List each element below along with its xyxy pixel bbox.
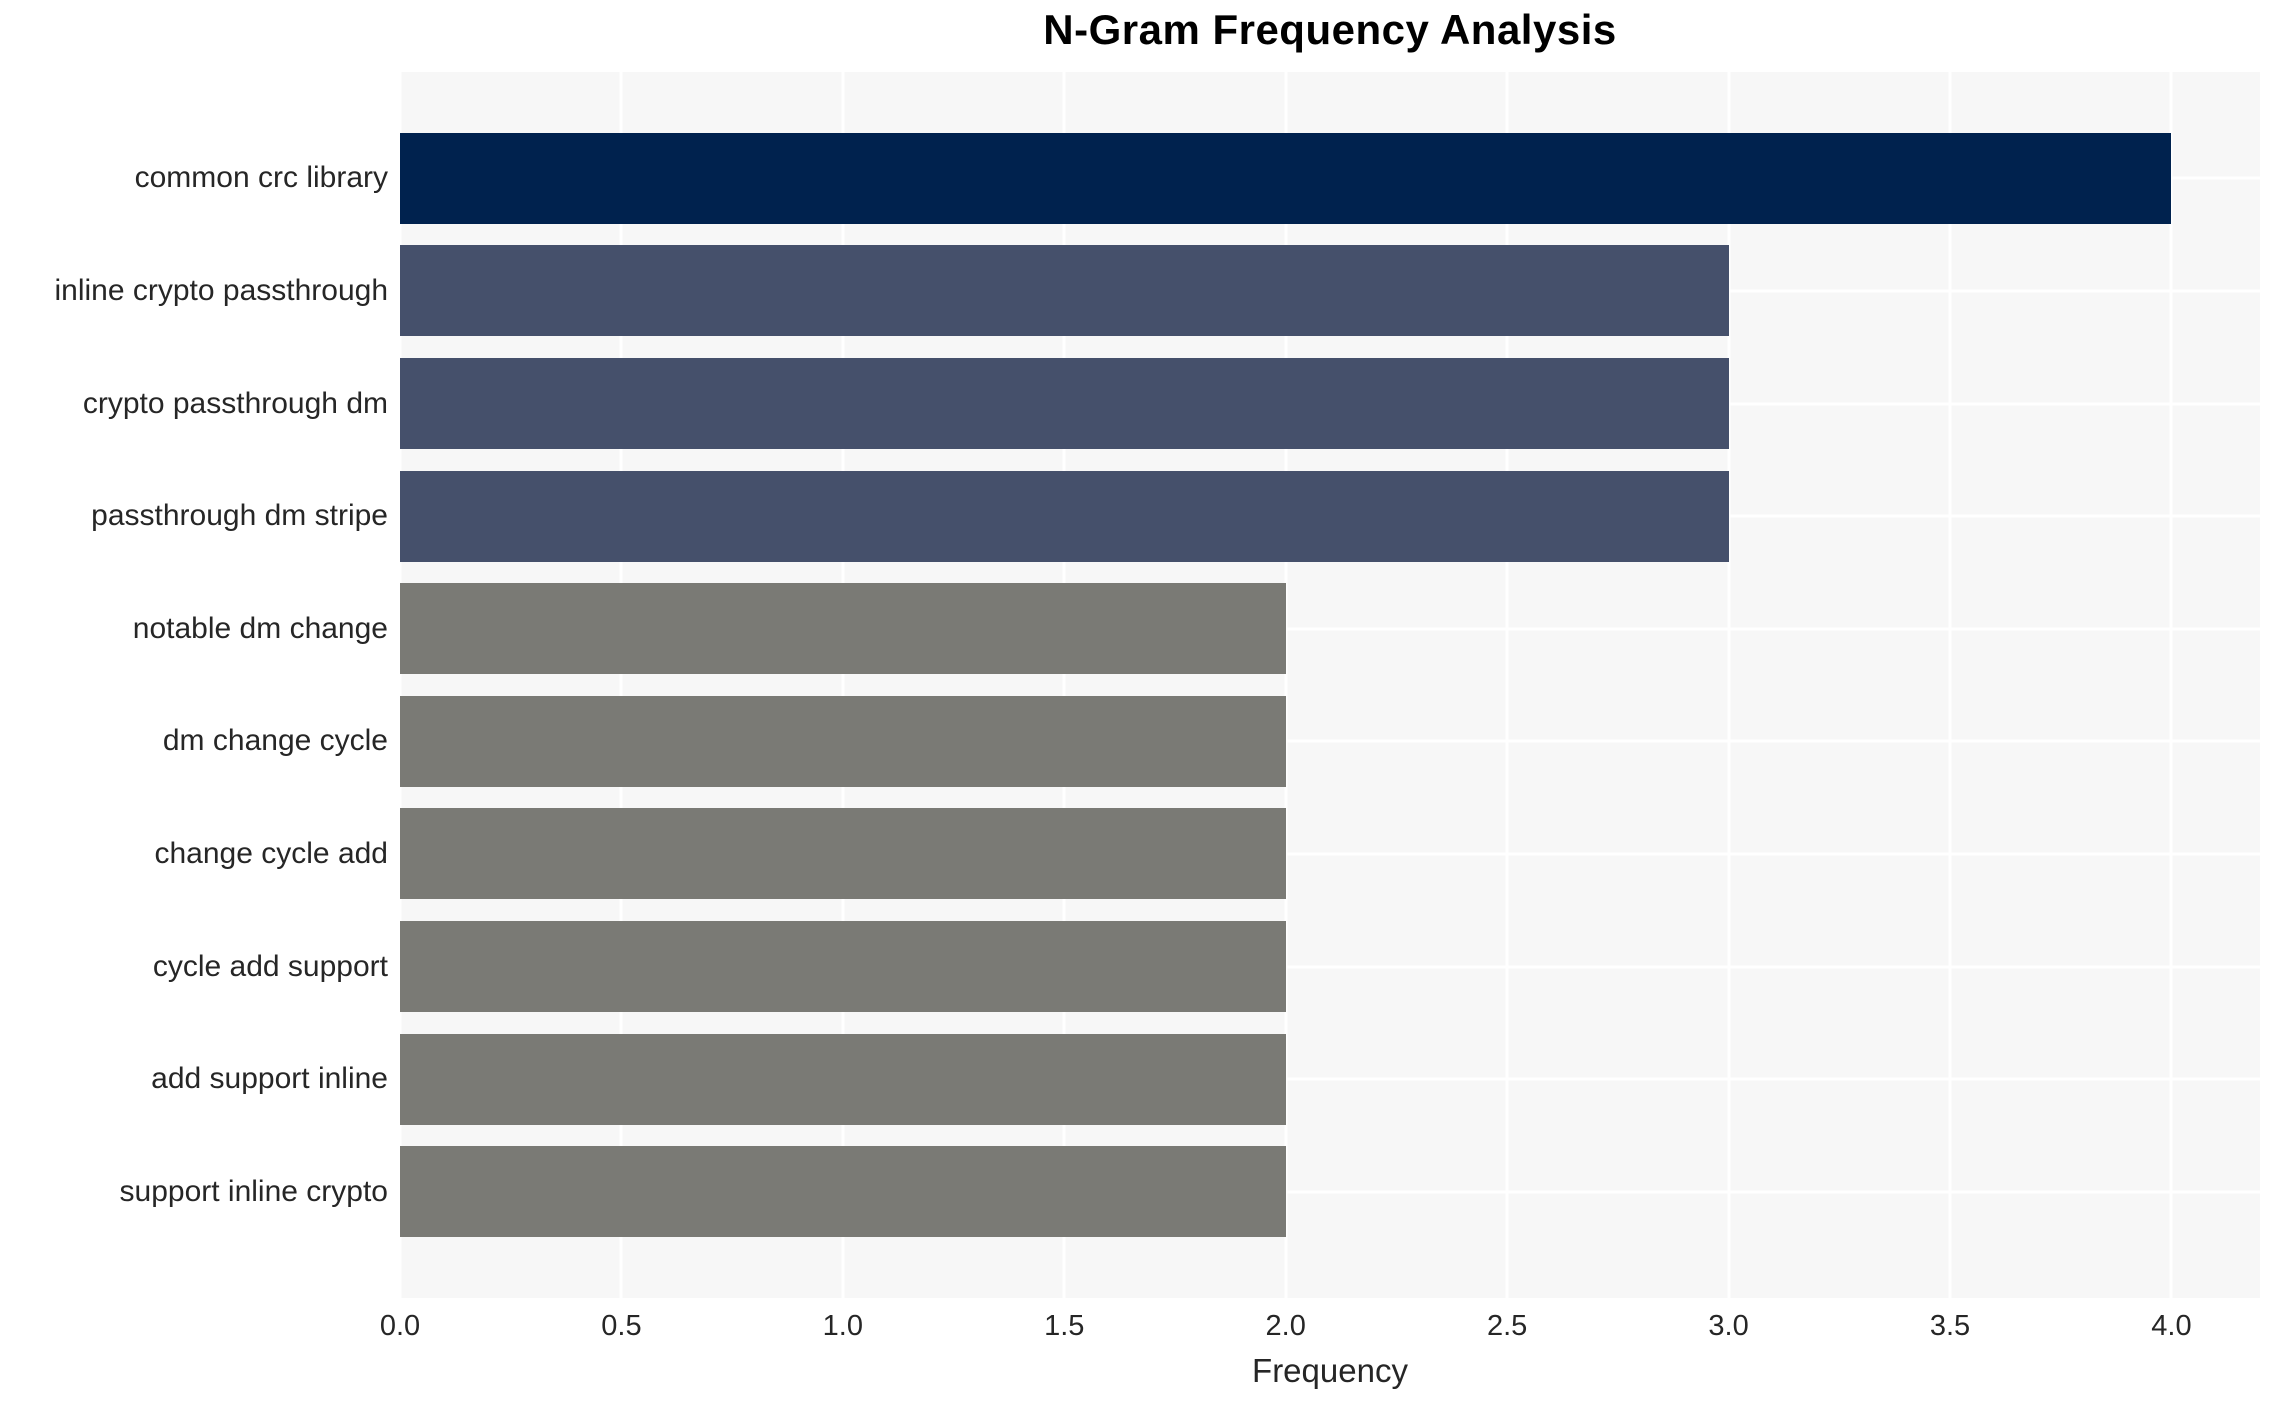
y-axis-label: inline crypto passthrough [54, 273, 388, 307]
y-axis-label: passthrough dm stripe [91, 499, 388, 533]
gridline-vertical [398, 72, 402, 1298]
x-tick-label: 1.0 [822, 1310, 864, 1342]
x-tick-label: 0.5 [601, 1310, 642, 1342]
gridline-vertical [619, 72, 623, 1298]
gridline-vertical [1727, 72, 1731, 1298]
x-tick-label: 2.5 [1486, 1310, 1528, 1342]
y-axis-label: cycle add support [152, 949, 388, 983]
bar-inline-crypto-passthrough [400, 245, 1729, 337]
y-axis-label: notable dm change [132, 611, 388, 645]
gridline-horizontal [400, 965, 2260, 968]
x-axis-label: Frequency [1252, 1352, 1408, 1389]
y-axis-label: add support inline [151, 1062, 388, 1096]
gridline-horizontal [400, 852, 2260, 856]
bar-add-support-inline [400, 1033, 1286, 1125]
gridline-vertical [2169, 72, 2173, 1298]
bar-passthrough-dm-stripe [400, 470, 1729, 562]
x-tick-label: 3.0 [1708, 1310, 1749, 1342]
bar-notable-dm-change [400, 583, 1286, 675]
x-tick-label: 2.0 [1265, 1310, 1306, 1342]
gridline-horizontal [400, 1077, 2260, 1081]
plot-area [398, 72, 2260, 1298]
y-axis-label: change cycle add [154, 836, 389, 870]
gridline-vertical [1284, 72, 1288, 1298]
bar-crypto-passthrough-dm [400, 358, 1729, 449]
gridline-horizontal [400, 1190, 2260, 1194]
x-axis-ticks: 0.0 0.5 1.0 1.5 2.0 2.5 3.0 3.5 4.0 [0, 1310, 2280, 1350]
x-tick-label: 3.5 [1929, 1310, 1971, 1342]
x-tick-label: 1.5 [1044, 1310, 1085, 1342]
y-axis-label: crypto passthrough dm [82, 386, 388, 420]
gridline-vertical [1505, 72, 1509, 1298]
x-tick-label: 4.0 [2151, 1310, 2192, 1342]
bar-change-cycle-add [400, 808, 1286, 900]
gridline-vertical [1062, 72, 1066, 1298]
gridline-horizontal [400, 739, 2260, 743]
x-tick-label: 0.0 [379, 1310, 421, 1342]
bar-support-inline-crypto [400, 1146, 1286, 1238]
chart-title: N-Gram Frequency Analysis [1043, 6, 1617, 53]
bar-common-crc-library [400, 132, 2172, 224]
gridline-vertical [841, 72, 845, 1298]
y-axis-label: common crc library [134, 161, 388, 195]
bar-cycle-add-support [400, 921, 1286, 1012]
y-axis-labels: common crc library inline crypto passthro… [0, 0, 388, 1402]
y-axis-label: support inline crypto [119, 1174, 388, 1208]
y-axis-label: dm change cycle [162, 724, 388, 758]
gridline-horizontal [400, 627, 2260, 631]
bar-dm-change-cycle [400, 695, 1286, 787]
gridline-vertical [1948, 72, 1952, 1298]
